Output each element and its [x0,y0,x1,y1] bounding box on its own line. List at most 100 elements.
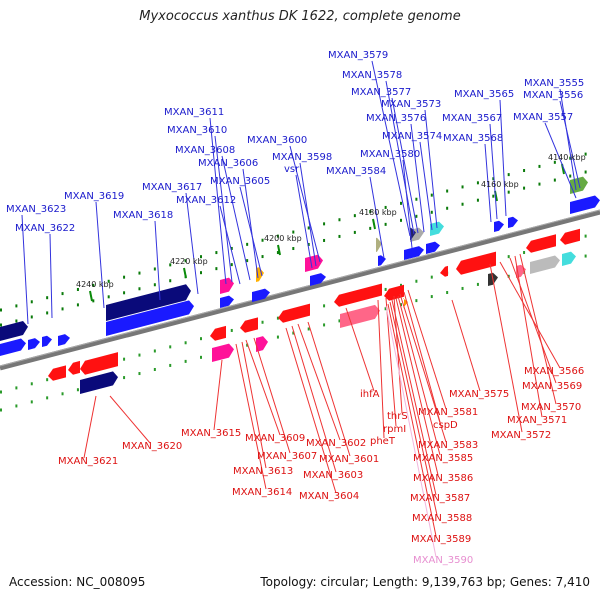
track-dot [507,274,510,278]
reverse-gene-label-line [245,339,281,436]
track-dot [461,286,464,290]
track-dot [246,259,249,263]
reverse-gene [526,234,556,253]
track-dot [276,234,279,238]
reverse-gene-label: MXAN_3566 [524,366,584,377]
track-dot [292,331,295,335]
reverse-gene-label-line [213,359,223,431]
track-dot [246,242,249,246]
forward-gene-label: MXAN_3598 [272,152,332,163]
reverse-gene-label: thrS [387,411,408,422]
reverse-gene-label-line [241,341,267,469]
reverse-gene-label-line [291,325,337,473]
reverse-gene-label: pheT [370,436,396,447]
track-dot [15,319,18,323]
reverse-gene [562,251,576,266]
track-dot [200,355,202,359]
reverse-gene-label-line [407,289,447,410]
track-dot [292,247,295,251]
track-dot [230,246,233,250]
position-label: 4140 kbp [548,153,586,162]
track-dot [353,214,356,218]
forward-gene-label-line [559,100,581,189]
forward-gene-label: MXAN_3617 [142,182,202,193]
reverse-gene-label: cspD [433,420,458,431]
reverse-gene-label: MXAN_3575 [449,389,509,400]
track-dot [523,169,526,173]
track-dot [369,226,372,230]
forward-gene-label-line [559,88,577,191]
forward-gene-label-line [49,233,53,319]
forward-gene-label: MXAN_3608 [175,145,235,156]
forward-gene-label-line [219,205,241,285]
forward-gene-label: MXAN_3605 [210,176,270,187]
track-dot [76,303,79,307]
forward-gene [426,241,440,254]
forward-gene [0,321,28,341]
track-dot [261,238,264,242]
track-dot [61,392,64,396]
forward-gene [305,254,323,272]
track-dot [30,315,33,319]
track-dot [446,206,449,210]
reverse-gene-label-line [387,303,437,537]
track-dot [0,308,2,312]
forward-gene-label-line [489,123,498,220]
forward-gene-label-line [21,214,29,325]
track-dot [123,357,126,361]
reverse-gene-label-line [509,257,557,384]
forward-gene [252,288,270,302]
reverse-gene-label-line [403,291,441,423]
track-dot [538,164,541,168]
track-dot [446,291,449,295]
reverse-gene-label-line [395,297,439,476]
reverse-gene [340,304,380,328]
reverse-gene-label: MXAN_3601 [319,454,379,465]
track-dot [307,226,310,230]
forward-gene [0,338,26,356]
track-dot [338,218,341,222]
reverse-gene-label-line [109,395,151,444]
track-dot [15,386,18,390]
position-tick [372,218,376,230]
reverse-gene-label: ihfA [360,389,380,400]
track-dot [400,218,402,222]
track-dot [400,201,402,205]
reverse-gene-label-line [451,299,481,392]
forward-gene-label-line [154,220,161,301]
forward-gene-label-line [410,123,425,233]
forward-gene [404,246,424,260]
reverse-gene-label-line [385,305,437,558]
reverse-gene-label-line [514,255,543,418]
track-dot [492,177,495,181]
reverse-gene-label-line [253,337,291,454]
track-dot [184,359,187,363]
track-dot [76,388,79,392]
track-dot [415,299,418,303]
reverse-gene-label: MXAN_3586 [413,473,473,484]
track-dot [0,390,2,394]
forward-gene-label-line [239,186,263,277]
accession-text: Accession: NC_008095 [9,575,146,589]
track-dot [400,303,402,307]
reverse-gene-label: MXAN_3615 [181,428,241,439]
track-dot [15,304,18,308]
reverse-gene-label-line [385,297,397,427]
track-dot [553,160,556,164]
position-label: 4180 kbp [359,208,397,217]
track-dot [169,363,172,367]
forward-gene-label-line [499,99,507,217]
track-dot [476,198,479,202]
backbone-layer [0,209,600,371]
reverse-gene [278,303,310,323]
forward-gene-label: MXAN_3619 [64,191,124,202]
genome-backbone [0,209,600,371]
track-dot [76,287,79,291]
track-dot [153,267,156,271]
track-dot [415,214,418,218]
genome-stats-text: Topology: circular; Length: 9,139,763 bp… [260,575,590,589]
reverse-gene [240,317,258,333]
reverse-gene-label: MXAN_3569 [522,381,582,392]
track-dot [523,186,526,190]
